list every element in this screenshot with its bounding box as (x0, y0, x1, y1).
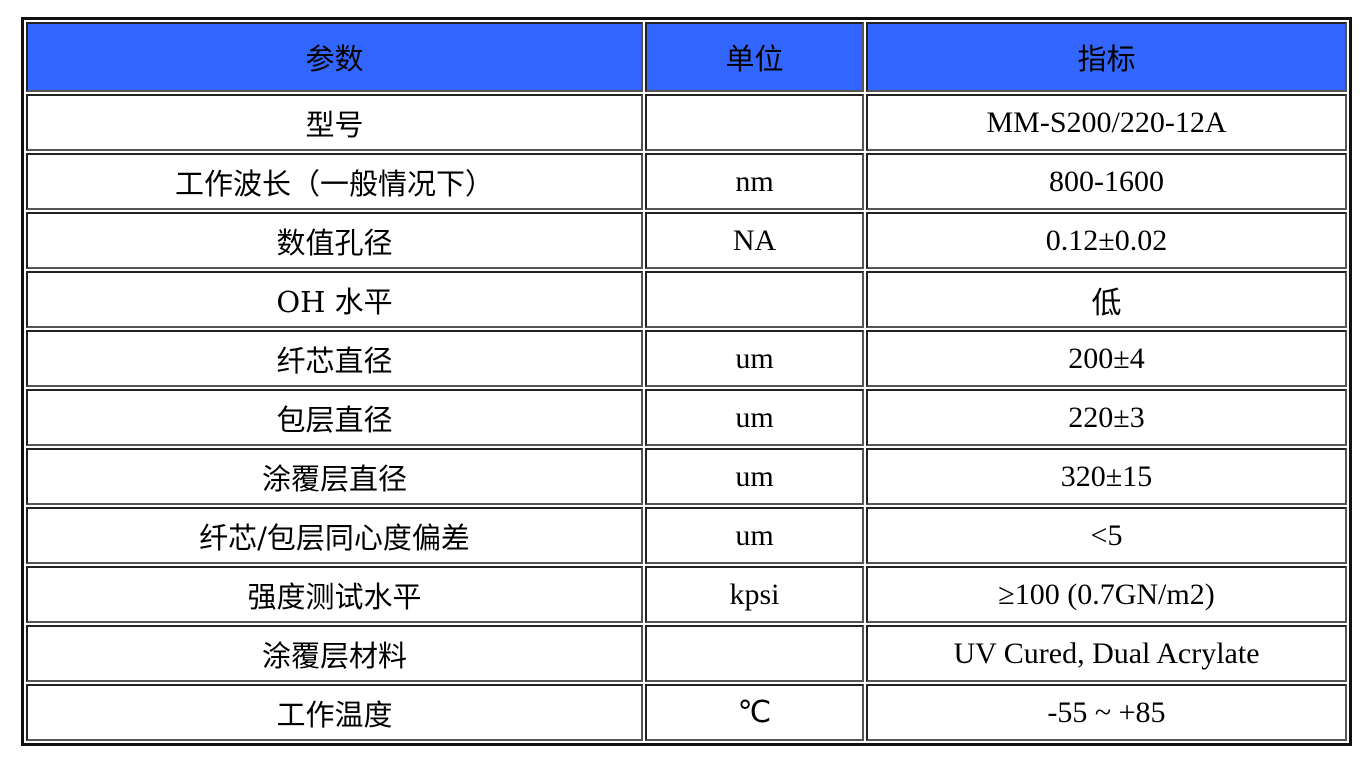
value-cell: 0.12±0.02 (866, 212, 1347, 269)
parameter-cell: 涂覆层材料 (26, 625, 643, 682)
spec-table: 参数 单位 指标 型号 MM-S200/220-12A 工作波长（一般情况下） nm 8… (21, 17, 1352, 746)
unit-cell: um (645, 389, 864, 446)
parameter-cell: 纤芯/包层同心度偏差 (26, 507, 643, 564)
table-row: 纤芯/包层同心度偏差 um <5 (26, 507, 1347, 564)
value-cell: 220±3 (866, 389, 1347, 446)
table-row: 工作温度 ℃ -55 ~ +85 (26, 684, 1347, 741)
unit-cell: ℃ (645, 684, 864, 741)
value-cell: 200±4 (866, 330, 1347, 387)
parameter-cell: 纤芯直径 (26, 330, 643, 387)
table-row: 涂覆层材料 UV Cured, Dual Acrylate (26, 625, 1347, 682)
unit-cell: NA (645, 212, 864, 269)
parameter-cell: 工作温度 (26, 684, 643, 741)
table-row: 纤芯直径 um 200±4 (26, 330, 1347, 387)
header-unit: 单位 (645, 22, 864, 92)
value-cell: -55 ~ +85 (866, 684, 1347, 741)
parameter-cell: 数值孔径 (26, 212, 643, 269)
unit-cell (645, 625, 864, 682)
parameter-cell: 涂覆层直径 (26, 448, 643, 505)
value-cell: UV Cured, Dual Acrylate (866, 625, 1347, 682)
header-row: 参数 单位 指标 (26, 22, 1347, 92)
unit-cell: nm (645, 153, 864, 210)
value-cell: <5 (866, 507, 1347, 564)
unit-cell (645, 94, 864, 151)
parameter-cell: 型号 (26, 94, 643, 151)
parameter-cell: 工作波长（一般情况下） (26, 153, 643, 210)
parameter-cell: OH 水平 (26, 271, 643, 328)
unit-cell (645, 271, 864, 328)
header-parameter: 参数 (26, 22, 643, 92)
unit-cell: um (645, 448, 864, 505)
parameter-cell: 包层直径 (26, 389, 643, 446)
value-cell: 320±15 (866, 448, 1347, 505)
unit-cell: um (645, 330, 864, 387)
value-cell: 低 (866, 271, 1347, 328)
unit-cell: um (645, 507, 864, 564)
value-cell: ≥100 (0.7GN/m2) (866, 566, 1347, 623)
table-row: 数值孔径 NA 0.12±0.02 (26, 212, 1347, 269)
table-row: 包层直径 um 220±3 (26, 389, 1347, 446)
value-cell: MM-S200/220-12A (866, 94, 1347, 151)
table-row: 型号 MM-S200/220-12A (26, 94, 1347, 151)
unit-cell: kpsi (645, 566, 864, 623)
header-value: 指标 (866, 22, 1347, 92)
table-row: 涂覆层直径 um 320±15 (26, 448, 1347, 505)
table-row: 工作波长（一般情况下） nm 800-1600 (26, 153, 1347, 210)
table-row: 强度测试水平 kpsi ≥100 (0.7GN/m2) (26, 566, 1347, 623)
value-cell: 800-1600 (866, 153, 1347, 210)
parameter-cell: 强度测试水平 (26, 566, 643, 623)
table-row: OH 水平 低 (26, 271, 1347, 328)
